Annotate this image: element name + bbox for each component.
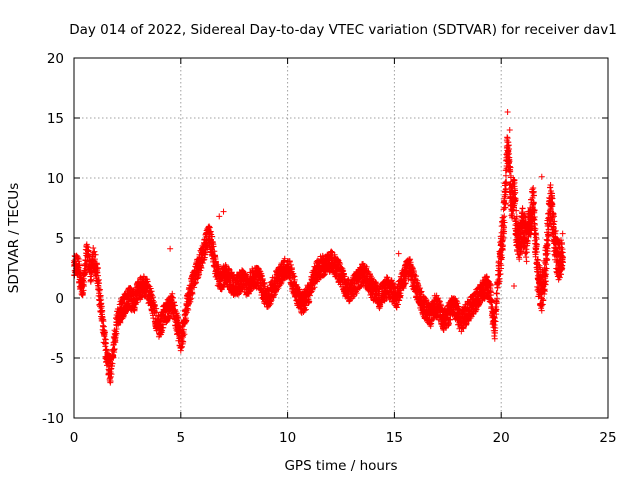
data-point [212,258,219,265]
data-point [286,258,293,265]
data-point [259,275,266,282]
data-point [290,273,297,280]
data-point [247,288,254,295]
data-point [191,276,198,283]
data-point [153,309,160,316]
data-point [234,291,241,298]
data-point [210,243,217,250]
data-point [94,261,101,268]
data-point [209,233,216,240]
y-tick-label: 20 [47,51,64,67]
data-point [91,256,98,263]
data-point [185,306,192,313]
data-point [147,285,154,292]
data-point [206,224,213,231]
y-tick-label: 10 [47,171,64,187]
data-point [91,248,98,255]
data-point [180,338,187,345]
data-point [200,257,207,264]
data-point [109,360,116,367]
data-point [76,261,83,268]
data-point [99,308,106,315]
x-tick-label: 0 [70,430,79,446]
data-points [71,109,566,386]
data-point [145,282,152,289]
x-axis-label: GPS time / hours [284,458,397,474]
data-point [105,350,112,357]
data-point [88,276,95,283]
data-point [151,308,158,315]
data-point [296,286,303,293]
data-point [198,265,205,272]
data-point [199,260,206,267]
x-tick-label: 20 [493,430,510,446]
data-point [151,302,158,309]
data-point [187,298,194,305]
data-point [202,248,209,255]
y-tick-label: -10 [42,411,64,427]
data-point [113,330,120,337]
data-point [181,331,188,338]
data-point [101,329,108,336]
data-point [189,290,196,297]
data-point [188,295,195,302]
data-point [110,354,117,361]
data-point [169,294,176,301]
data-point [194,275,201,282]
data-point [150,315,157,322]
data-point [111,346,118,352]
data-point [226,278,233,285]
chart-title: Day 014 of 2022, Sidereal Day-to-day VTE… [69,22,617,38]
data-point [288,265,295,272]
data-point [103,340,110,347]
x-tick-label: 5 [177,430,186,446]
y-tick-label: 5 [55,231,64,247]
data-point [96,286,103,293]
x-tick-label: 15 [386,430,403,446]
y-tick-label: -5 [51,351,64,367]
data-point [160,324,167,331]
x-tick-label: 25 [599,430,616,446]
data-point [81,279,88,286]
data-point [95,276,102,283]
x-tick-label: 10 [279,430,296,446]
data-point [183,309,190,316]
data-point [108,371,115,378]
data-point [273,286,280,293]
data-point [94,264,101,271]
data-point [117,319,124,326]
data-point [211,248,218,255]
data-point [192,279,199,286]
data-point [270,292,277,299]
data-point [94,272,101,279]
data-point [281,255,288,262]
data-point [183,317,190,324]
y-axis-label: SDTVAR / TECUs [6,183,22,293]
y-tick-label: 0 [55,291,64,307]
y-tick-label: 15 [47,111,64,127]
data-point [92,251,99,258]
data-point [173,310,180,317]
data-point [100,318,107,325]
